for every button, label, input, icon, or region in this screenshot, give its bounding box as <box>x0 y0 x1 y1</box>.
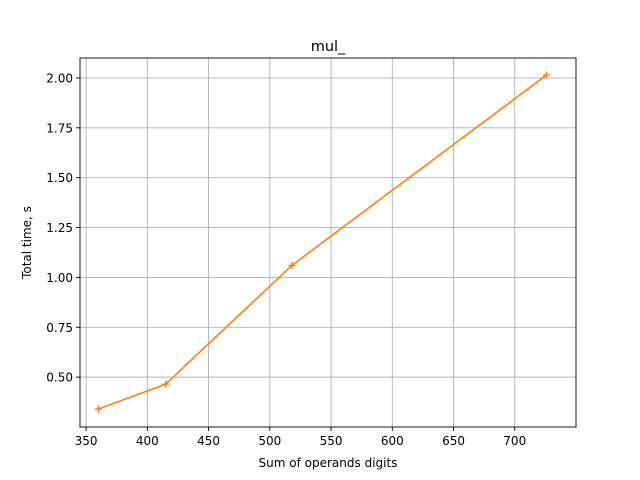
x-tick-label: 650 <box>442 434 465 448</box>
x-tick-label: 350 <box>75 434 98 448</box>
y-tick-label: 1.00 <box>46 271 73 285</box>
plot-frame <box>79 57 577 428</box>
series-layer <box>94 71 551 413</box>
x-tick-label: 550 <box>320 434 343 448</box>
y-tick-label: 1.25 <box>46 221 73 235</box>
y-tick-label: 2.00 <box>46 71 73 85</box>
data-point <box>162 380 170 388</box>
y-tick-label: 0.50 <box>46 371 73 385</box>
series-line <box>98 74 548 410</box>
x-tick-label: 600 <box>381 434 404 448</box>
y-tick-label: 1.50 <box>46 171 73 185</box>
x-tick-label: 500 <box>258 434 281 448</box>
y-tick-label: 1.75 <box>46 121 73 135</box>
data-point <box>288 261 296 269</box>
chart-title: mul_ <box>311 39 346 55</box>
ticks: 350 400 450 500 550 600 650 700 0.50 0.75 1.00 1.25… <box>46 71 526 448</box>
x-tick-label: 700 <box>503 434 526 448</box>
grid <box>80 58 576 427</box>
x-axis-label: Sum of operands digits <box>259 456 398 470</box>
data-point <box>543 71 551 79</box>
data-point <box>94 405 102 413</box>
y-tick-label: 0.75 <box>46 321 73 335</box>
y-axis-label: Total time, s <box>20 206 34 280</box>
x-tick-label: 400 <box>136 434 159 448</box>
x-tick-label: 450 <box>197 434 220 448</box>
